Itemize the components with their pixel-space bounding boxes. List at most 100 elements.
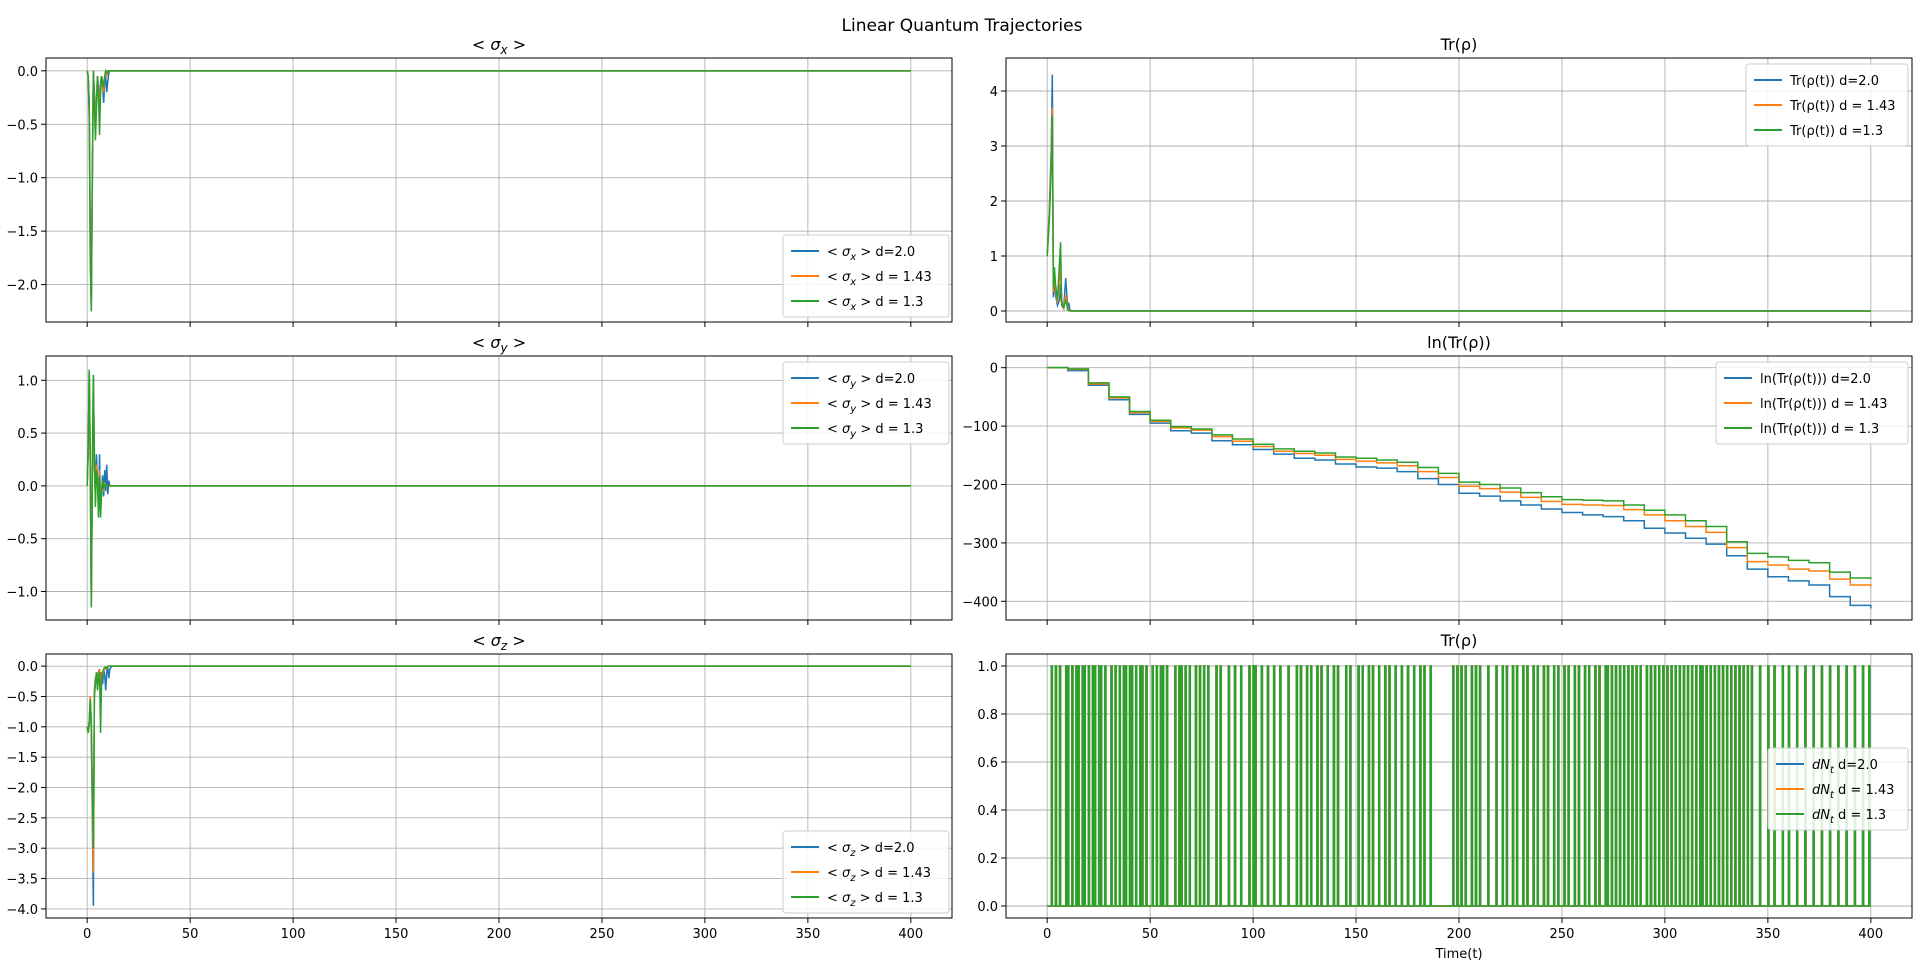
plot-area-sz	[86, 665, 911, 906]
y-tick-label: −400	[962, 595, 998, 610]
legend-label: dNt d = 1.43	[1812, 783, 1894, 801]
axes-root: 0.0 −0.5 −1.0 −1.5 −2.0 < σx > < σx > d=2.0 < σ…	[6, 35, 1913, 962]
series-line-2	[1047, 366, 1872, 580]
plot-area-tr	[1046, 74, 1871, 312]
series-line-0	[1046, 74, 1871, 312]
y-tick-label: 0	[990, 362, 998, 377]
y-tick-label: −1.0	[6, 585, 38, 600]
x-tick-label: 100	[1241, 927, 1266, 942]
x-tick-label: 200	[1447, 927, 1472, 942]
x-tick-label: 350	[795, 927, 820, 942]
legend-box	[782, 361, 950, 445]
axes-title: Tr(ρ)	[1440, 631, 1478, 650]
y-tick-label: −200	[962, 478, 998, 493]
y-tick-label: 0.0	[17, 65, 38, 80]
y-tick-label: −0.5	[6, 533, 38, 548]
x-tick-label: 300	[692, 927, 717, 942]
legend-label: < σy > d = 1.3	[827, 422, 923, 440]
y-tick-label: 2	[990, 195, 998, 210]
axes-lntr: 0 −100 −200 −300 −400 ln(Tr(ρ)) ln(Tr(ρ(t))) d…	[962, 333, 1913, 625]
x-tick-label: 200	[487, 927, 512, 942]
x-tick-label: 50	[182, 927, 199, 942]
y-tick-label: 4	[990, 85, 998, 100]
y-tick-label: −2.5	[6, 812, 38, 827]
axes-frame	[1005, 355, 1913, 621]
y-tick-label: −100	[962, 420, 998, 435]
y-tick-label: 0	[990, 305, 998, 320]
x-tick-label: 300	[1652, 927, 1677, 942]
legend-label: ln(Tr(ρ(t))) d = 1.3	[1760, 422, 1879, 437]
y-tick-label: −3.0	[6, 842, 38, 857]
x-tick-label: 400	[898, 927, 923, 942]
y-tick-label: −4.0	[6, 903, 38, 918]
legend-label: Tr(ρ(t)) d=2.0	[1789, 74, 1879, 89]
legend-label: < σy > d=2.0	[827, 372, 915, 390]
y-tick-label: −1.0	[6, 172, 38, 187]
x-tick-label: 400	[1858, 927, 1883, 942]
y-tick-label: 1	[990, 250, 998, 265]
axes-title: ln(Tr(ρ))	[1427, 333, 1491, 352]
axes-frame	[45, 653, 953, 919]
x-tick-label: 0	[1043, 927, 1051, 942]
x-tick-label: 50	[1142, 927, 1159, 942]
x-tick-label: 150	[384, 927, 409, 942]
legend-label: ln(Tr(ρ(t))) d = 1.43	[1760, 397, 1888, 412]
y-tick-label: −1.0	[6, 721, 38, 736]
series-line-2	[86, 369, 911, 608]
y-tick-label: 0.0	[17, 660, 38, 675]
x-tick-label: 350	[1755, 927, 1780, 942]
axes-frame	[45, 57, 953, 323]
legend-label: ln(Tr(ρ(t))) d=2.0	[1760, 372, 1871, 387]
y-tick-label: −0.5	[6, 690, 38, 705]
x-tick-label: 150	[1344, 927, 1369, 942]
y-tick-label: 0.2	[977, 852, 998, 867]
y-tick-label: 3	[990, 140, 998, 155]
legend-box	[1715, 361, 1909, 445]
x-tick-label: 100	[281, 927, 306, 942]
y-tick-label: −2.0	[6, 279, 38, 294]
axes-sx: 0.0 −0.5 −1.0 −1.5 −2.0 < σx > < σx > d=2.0 < σ…	[6, 35, 953, 327]
series-line-2	[1046, 115, 1871, 312]
legend-label: < σx > d = 1.3	[827, 295, 923, 313]
series-line-0	[1047, 366, 1872, 609]
x-axis-label: Time(t)	[1434, 947, 1482, 962]
legend-label: < σz > d=2.0	[827, 841, 915, 859]
axes-title: Tr(ρ)	[1440, 35, 1478, 54]
y-tick-label: −1.5	[6, 751, 38, 766]
axes-frame	[1005, 57, 1913, 323]
legend-box	[782, 830, 950, 914]
y-tick-label: −1.5	[6, 225, 38, 240]
series-line-2	[86, 665, 911, 849]
axes-frame	[1005, 653, 1913, 919]
y-tick-label: 0.4	[977, 804, 998, 819]
y-tick-label: 0.6	[977, 756, 998, 771]
legend-label: dNt d = 1.3	[1812, 808, 1886, 826]
y-tick-label: 0.0	[17, 480, 38, 495]
plot-area-dn	[1047, 665, 1871, 907]
y-tick-label: 0.8	[977, 708, 998, 723]
legend-box	[1745, 63, 1909, 147]
x-tick-label: 250	[1550, 927, 1575, 942]
legend-label: Tr(ρ(t)) d =1.3	[1789, 124, 1883, 139]
series-line-2	[1047, 665, 1871, 907]
y-tick-label: −2.0	[6, 782, 38, 797]
x-tick-label: 0	[83, 927, 91, 942]
legend-label: Tr(ρ(t)) d = 1.43	[1789, 99, 1896, 114]
legend-label: < σx > d=2.0	[827, 245, 915, 263]
y-tick-label: −300	[962, 537, 998, 552]
legend-box	[782, 234, 950, 318]
axes-title: < σx >	[472, 35, 526, 57]
y-tick-label: 1.0	[17, 374, 38, 389]
legend-box	[1767, 747, 1909, 831]
y-tick-label: 0.0	[977, 900, 998, 915]
axes-dn: 0 50 100 150 200 250 300 350 400 0.0 0.2 0.4 0.6 0.8 1…	[977, 631, 1913, 962]
axes-tr: 0 1 2 3 4 Tr(ρ) Tr(ρ(t)) d=2.0 Tr(ρ(t)) d = 1.4…	[990, 35, 1913, 327]
axes-sz: 0 50 100 150 200 250 300 350 400 0.0 −0.5 −1.0 −1.5 −…	[6, 631, 953, 942]
x-tick-label: 250	[590, 927, 615, 942]
plot-area-sx	[86, 68, 911, 312]
plot-area-sy	[86, 369, 911, 608]
y-tick-label: −0.5	[6, 118, 38, 133]
y-tick-label: −3.5	[6, 873, 38, 888]
y-tick-label: 0.5	[17, 427, 38, 442]
